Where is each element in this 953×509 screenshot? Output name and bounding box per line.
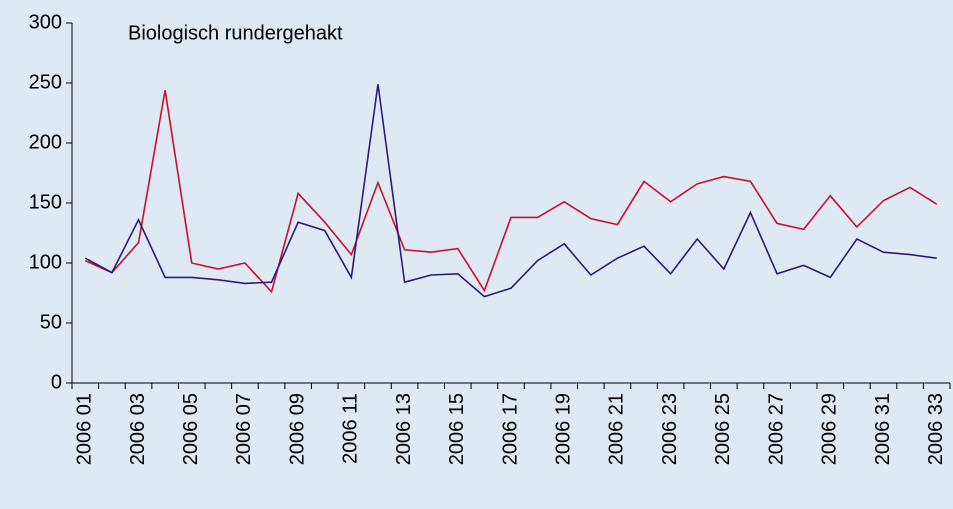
x-tick-label: 2006 19 [552,393,574,465]
series-line [84,84,937,298]
x-tick-label: 2006 31 [872,393,894,465]
x-tick-label: 2006 01 [74,393,96,465]
chart-title: Biologisch rundergehakt [128,22,343,44]
x-tick-label: 2006 27 [765,393,787,465]
x-tick-label: 2006 09 [286,393,308,465]
series-line [84,90,938,294]
y-tick-label: 200 [29,131,62,153]
x-tick-label: 2006 17 [499,393,521,465]
x-tick-label: 2006 33 [925,393,947,465]
y-tick-label: 50 [40,311,62,333]
x-tick-label: 2006 11 [340,393,362,464]
x-tick-label: 2006 21 [606,393,628,465]
x-tick-label: 2006 23 [659,393,681,465]
y-tick-label: 0 [51,371,62,393]
y-tick-label: 100 [29,251,62,273]
x-tick-label: 2006 03 [127,393,149,465]
x-tick-label: 2006 13 [393,393,415,465]
x-tick-label: 2006 15 [446,393,468,465]
x-tick-label: 2006 25 [712,393,734,465]
x-tick-label: 2006 29 [819,393,841,465]
x-tick-label: 2006 05 [180,393,202,465]
y-tick-label: 250 [29,71,62,93]
y-tick-label: 150 [29,191,62,213]
x-tick-label: 2006 07 [233,393,255,465]
y-tick-label: 300 [29,11,62,33]
